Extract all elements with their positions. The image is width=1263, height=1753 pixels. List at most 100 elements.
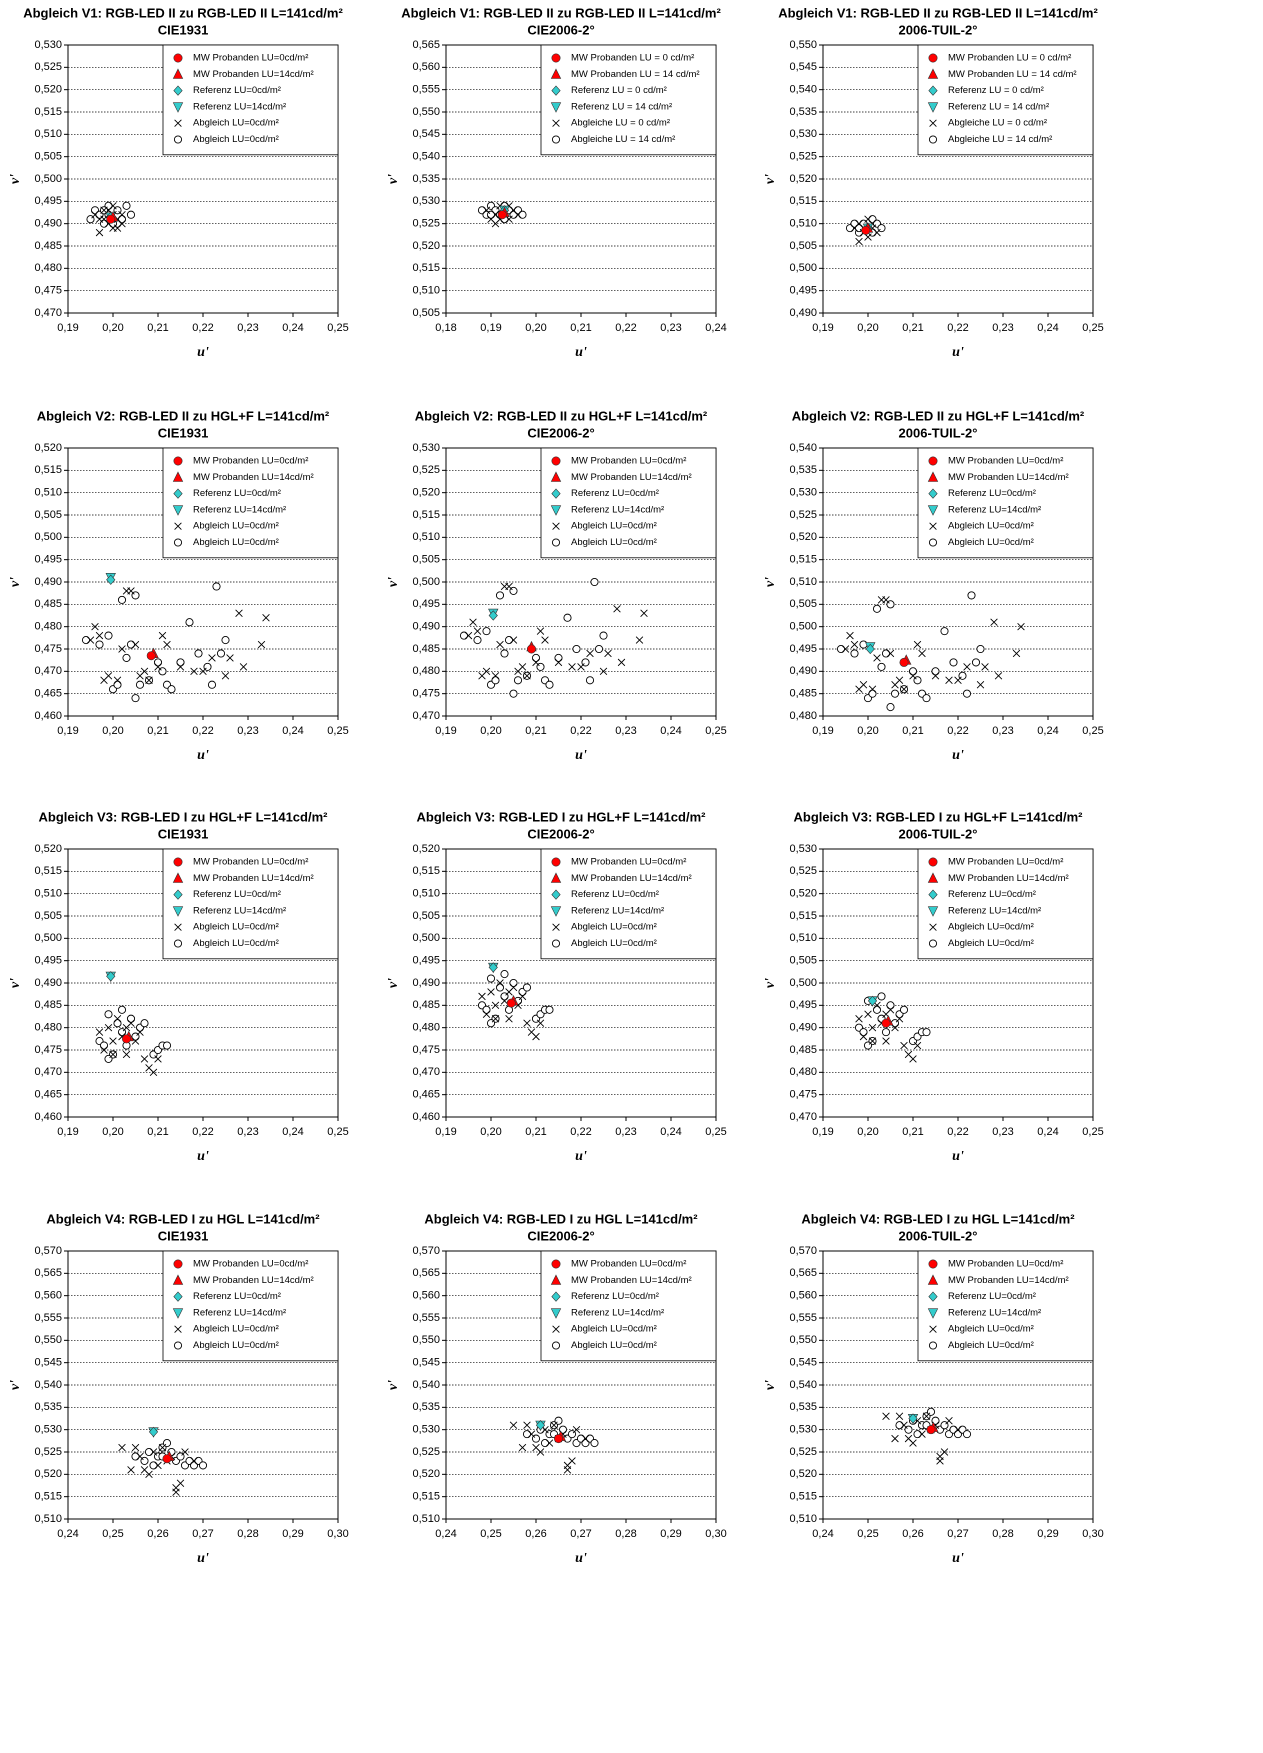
marker <box>927 1274 939 1285</box>
y-tick-label: 0,470 <box>34 665 62 677</box>
marker <box>928 53 938 63</box>
x-tick-label: 0,23 <box>992 322 1013 334</box>
legend-box <box>540 1250 717 1362</box>
marker <box>545 1005 554 1014</box>
x-tick-label: 0,19 <box>812 322 833 334</box>
y-tick-label: 0,515 <box>34 464 62 476</box>
marker <box>144 1447 154 1457</box>
y-tick-label: 0,510 <box>412 285 440 297</box>
marker <box>131 1037 140 1045</box>
legend-label: Referenz LU=0cd/m² <box>571 889 659 900</box>
y-tick-label: 0,460 <box>412 1111 440 1123</box>
marker <box>545 680 554 689</box>
y-axis-label: v' <box>8 577 23 587</box>
x-tick-label: 0,24 <box>812 1528 833 1540</box>
legend-label: Abgleich LU=0cd/m² <box>571 521 657 532</box>
marker <box>469 618 477 626</box>
marker <box>172 872 184 883</box>
y-tick-label: 0,490 <box>412 977 440 989</box>
legend-box <box>162 447 339 559</box>
y-tick-label: 0,470 <box>789 1111 817 1123</box>
legend-label: Abgleich LU=0cd/m² <box>193 938 279 949</box>
marker <box>257 640 266 649</box>
x-axis-label: u' <box>575 345 587 360</box>
marker <box>945 676 953 684</box>
chart-subtitle: CIE1931 <box>158 826 209 841</box>
marker <box>482 627 491 636</box>
y-tick-label: 0,525 <box>789 151 817 163</box>
y-tick-label: 0,520 <box>34 1468 62 1480</box>
y-tick-label: 0,550 <box>789 1334 817 1346</box>
marker <box>518 1443 527 1452</box>
y-tick-label: 0,510 <box>789 576 817 588</box>
marker <box>523 1019 531 1027</box>
marker <box>106 574 116 585</box>
marker <box>239 663 248 671</box>
y-tick-label: 0,515 <box>34 106 62 118</box>
y-tick-label: 0,545 <box>34 1357 62 1369</box>
y-tick-label: 0,475 <box>34 285 62 297</box>
marker <box>190 667 198 676</box>
marker <box>855 1015 863 1023</box>
y-tick-label: 0,510 <box>789 932 817 944</box>
marker <box>859 681 868 689</box>
x-tick-label: 0,18 <box>435 322 456 334</box>
legend-label: Abgleich LU=0cd/m² <box>571 922 657 933</box>
x-tick-label: 0,20 <box>857 322 878 334</box>
marker <box>550 1308 562 1319</box>
y-tick-label: 0,515 <box>789 910 817 922</box>
marker <box>173 53 183 63</box>
marker <box>126 640 136 649</box>
x-tick-label: 0,25 <box>1082 322 1103 334</box>
x-tick-label: 0,23 <box>992 725 1013 737</box>
y-tick-label: 0,485 <box>34 999 62 1011</box>
marker <box>500 970 509 979</box>
chart-title: Abgleich V1: RGB-LED II zu RGB-LED II L=… <box>401 5 721 20</box>
marker <box>836 644 846 654</box>
legend-label: Abgleich LU=0cd/m² <box>571 1340 657 1351</box>
x-tick-label: 0,22 <box>570 725 591 737</box>
x-tick-label: 0,25 <box>102 1528 123 1540</box>
marker <box>1012 649 1021 658</box>
y-tick-label: 0,555 <box>412 84 440 96</box>
marker <box>594 644 604 654</box>
y-tick-label: 0,570 <box>34 1245 62 1257</box>
y-tick-label: 0,500 <box>34 932 62 944</box>
y-tick-label: 0,560 <box>34 1290 62 1302</box>
y-tick-label: 0,510 <box>34 888 62 900</box>
y-tick-label: 0,550 <box>34 1334 62 1346</box>
marker <box>931 667 940 676</box>
legend-label: Referenz LU = 14 cd/m² <box>571 101 672 112</box>
marker <box>928 857 938 867</box>
marker <box>221 672 230 680</box>
marker <box>181 1448 189 1456</box>
marker <box>963 663 971 671</box>
marker <box>590 577 599 587</box>
marker <box>174 923 182 931</box>
marker <box>135 680 145 689</box>
x-tick-label: 0,19 <box>57 1126 78 1138</box>
marker <box>162 1454 172 1464</box>
marker <box>846 631 854 640</box>
chart-subtitle: CIE2006-2° <box>527 826 594 841</box>
marker <box>551 488 561 499</box>
x-tick-label: 0,20 <box>857 725 878 737</box>
y-axis-label: v' <box>8 978 23 988</box>
legend-label: MW Probanden LU=14cd/m² <box>948 1275 1069 1286</box>
chart-subtitle: 2006-TUIL-2° <box>899 425 978 440</box>
x-tick-label: 0,24 <box>660 725 681 737</box>
legend-label: Referenz LU=14cd/m² <box>571 905 664 916</box>
marker <box>154 663 162 671</box>
marker <box>505 988 513 996</box>
y-tick-label: 0,500 <box>34 173 62 185</box>
legend-label: Abgleich LU=0cd/m² <box>948 521 1034 532</box>
marker <box>172 1308 184 1319</box>
x-tick-label: 0,21 <box>525 1126 546 1138</box>
marker <box>148 1426 159 1438</box>
legend-label: MW Probanden LU=14cd/m² <box>948 472 1069 483</box>
x-tick-label: 0,19 <box>435 725 456 737</box>
marker <box>113 680 122 689</box>
marker <box>873 228 881 237</box>
marker <box>981 663 989 671</box>
legend-label: Abgleich LU=0cd/m² <box>193 1324 279 1335</box>
